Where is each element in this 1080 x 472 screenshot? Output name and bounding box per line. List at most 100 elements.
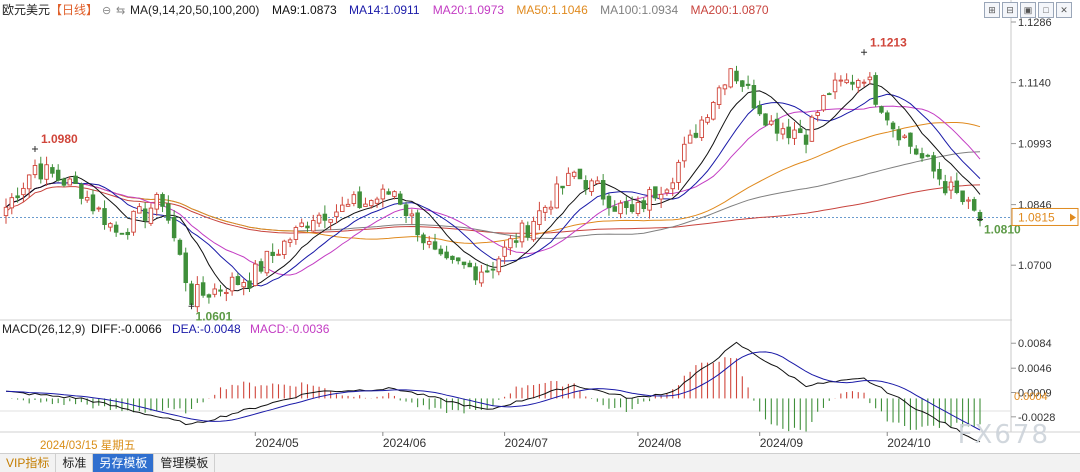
- candle-body: [902, 135, 907, 138]
- candle-body: [705, 117, 710, 123]
- manage-template-button[interactable]: 管理模板: [154, 454, 216, 472]
- candle-body: [386, 191, 391, 195]
- price-tick-label: 1.0993: [1018, 139, 1052, 151]
- candle-body: [583, 180, 588, 190]
- candle-body: [774, 118, 780, 134]
- cursor-date-label: 2024/03/15 星期五: [40, 440, 136, 452]
- standard-button[interactable]: 标准: [56, 454, 94, 472]
- candle-body: [664, 189, 670, 194]
- close-icon[interactable]: ✕: [1056, 2, 1072, 18]
- maximize-icon[interactable]: □: [1038, 2, 1054, 18]
- candle-body: [247, 280, 252, 289]
- macd-panel[interactable]: [5, 341, 981, 443]
- candle-body: [282, 240, 287, 255]
- indicator-icon[interactable]: ⊟: [1002, 2, 1018, 18]
- settings-icon[interactable]: ⊖: [102, 5, 111, 17]
- candle-body: [513, 240, 519, 243]
- candle-body: [351, 194, 357, 204]
- macd-dea-label: DEA:-0.0048: [172, 322, 241, 336]
- candle-body: [635, 202, 641, 214]
- macd-params-label: MACD(26,12,9): [2, 322, 85, 336]
- candle-body: [815, 112, 820, 116]
- macd-tick-label: 0.0046: [1018, 363, 1052, 375]
- candle-body: [942, 181, 948, 194]
- macd-tick-label: 0.0009: [1018, 388, 1052, 400]
- candle-body: [171, 216, 177, 239]
- vip-indicator-button[interactable]: VIP指标: [0, 454, 57, 472]
- candle-body: [305, 225, 310, 229]
- candle-body: [328, 219, 333, 223]
- candle-body: [803, 134, 809, 145]
- candle-body: [960, 190, 965, 203]
- candle-body: [50, 167, 55, 174]
- candle-body: [913, 148, 919, 155]
- candle-body: [79, 183, 84, 199]
- candle-body: [624, 201, 629, 209]
- candle-body: [131, 210, 136, 233]
- candle-body: [548, 206, 554, 210]
- candle-body: [925, 154, 931, 157]
- candle-body: [264, 250, 270, 274]
- date-tick-label: 2024/10: [887, 436, 931, 450]
- candle-body: [560, 185, 565, 189]
- annotation-label: 1.0980: [41, 132, 78, 146]
- annotation-cross: [977, 216, 983, 223]
- candle-body: [142, 208, 148, 221]
- macd-dea-line: [5, 351, 981, 431]
- candle-body: [647, 189, 652, 211]
- ma14-line: [5, 93, 981, 287]
- layout-icon[interactable]: ▣: [1020, 2, 1036, 18]
- candle-body: [966, 199, 971, 202]
- ma-legend-item: MA14:1.0911: [349, 3, 420, 17]
- candle-body: [757, 105, 762, 115]
- ma-params-label: MA(9,14,20,50,100,200): [130, 3, 259, 17]
- candle-body: [73, 175, 78, 185]
- price-tick-label: 1.1140: [1018, 78, 1051, 90]
- candle-body: [479, 271, 484, 284]
- candle-body: [426, 241, 432, 245]
- candle-body: [108, 223, 113, 228]
- candle-body: [769, 120, 774, 125]
- candle-body: [786, 126, 791, 139]
- candle-body: [629, 204, 635, 212]
- candle-body: [919, 153, 925, 159]
- candle-body: [861, 81, 867, 84]
- candle-body: [508, 238, 513, 249]
- candle-body: [3, 206, 9, 217]
- save-template-button[interactable]: 另存模板: [93, 454, 155, 472]
- ma-legend-item: MA9:1.0873: [272, 3, 337, 17]
- macd-value-label: MACD:-0.0036: [250, 322, 330, 336]
- candle-body: [229, 276, 235, 292]
- candle-body: [711, 102, 716, 120]
- candle-body: [340, 204, 345, 213]
- candle-body: [363, 203, 368, 207]
- candle-body: [96, 207, 101, 210]
- candle-body: [838, 79, 844, 82]
- candle-body: [444, 251, 449, 259]
- candlestick-series[interactable]: [3, 65, 983, 313]
- candle-body: [971, 199, 977, 211]
- candle-body: [125, 231, 130, 236]
- zoom-icon[interactable]: ⊞: [984, 2, 1000, 18]
- candle-body: [154, 193, 159, 210]
- watermark: FX678: [957, 420, 1050, 450]
- candle-body: [798, 128, 803, 134]
- candle-body: [398, 193, 403, 205]
- macd-diff-line: [5, 341, 981, 443]
- candle-body: [600, 180, 606, 200]
- candle-body: [890, 122, 896, 130]
- candle-body: [38, 163, 44, 180]
- candle-body: [160, 194, 165, 207]
- candle-body: [896, 129, 902, 141]
- candle-body: [421, 234, 426, 244]
- candle-body: [177, 239, 183, 255]
- candle-body: [531, 220, 536, 241]
- candle-body: [687, 134, 693, 144]
- switch-icon[interactable]: ⇆: [116, 5, 125, 17]
- ma50-line: [5, 122, 981, 244]
- candle-body: [67, 178, 73, 186]
- ma-legend-item: MA50:1.1046: [516, 3, 588, 17]
- candle-body: [316, 214, 322, 224]
- candle-body: [166, 203, 171, 221]
